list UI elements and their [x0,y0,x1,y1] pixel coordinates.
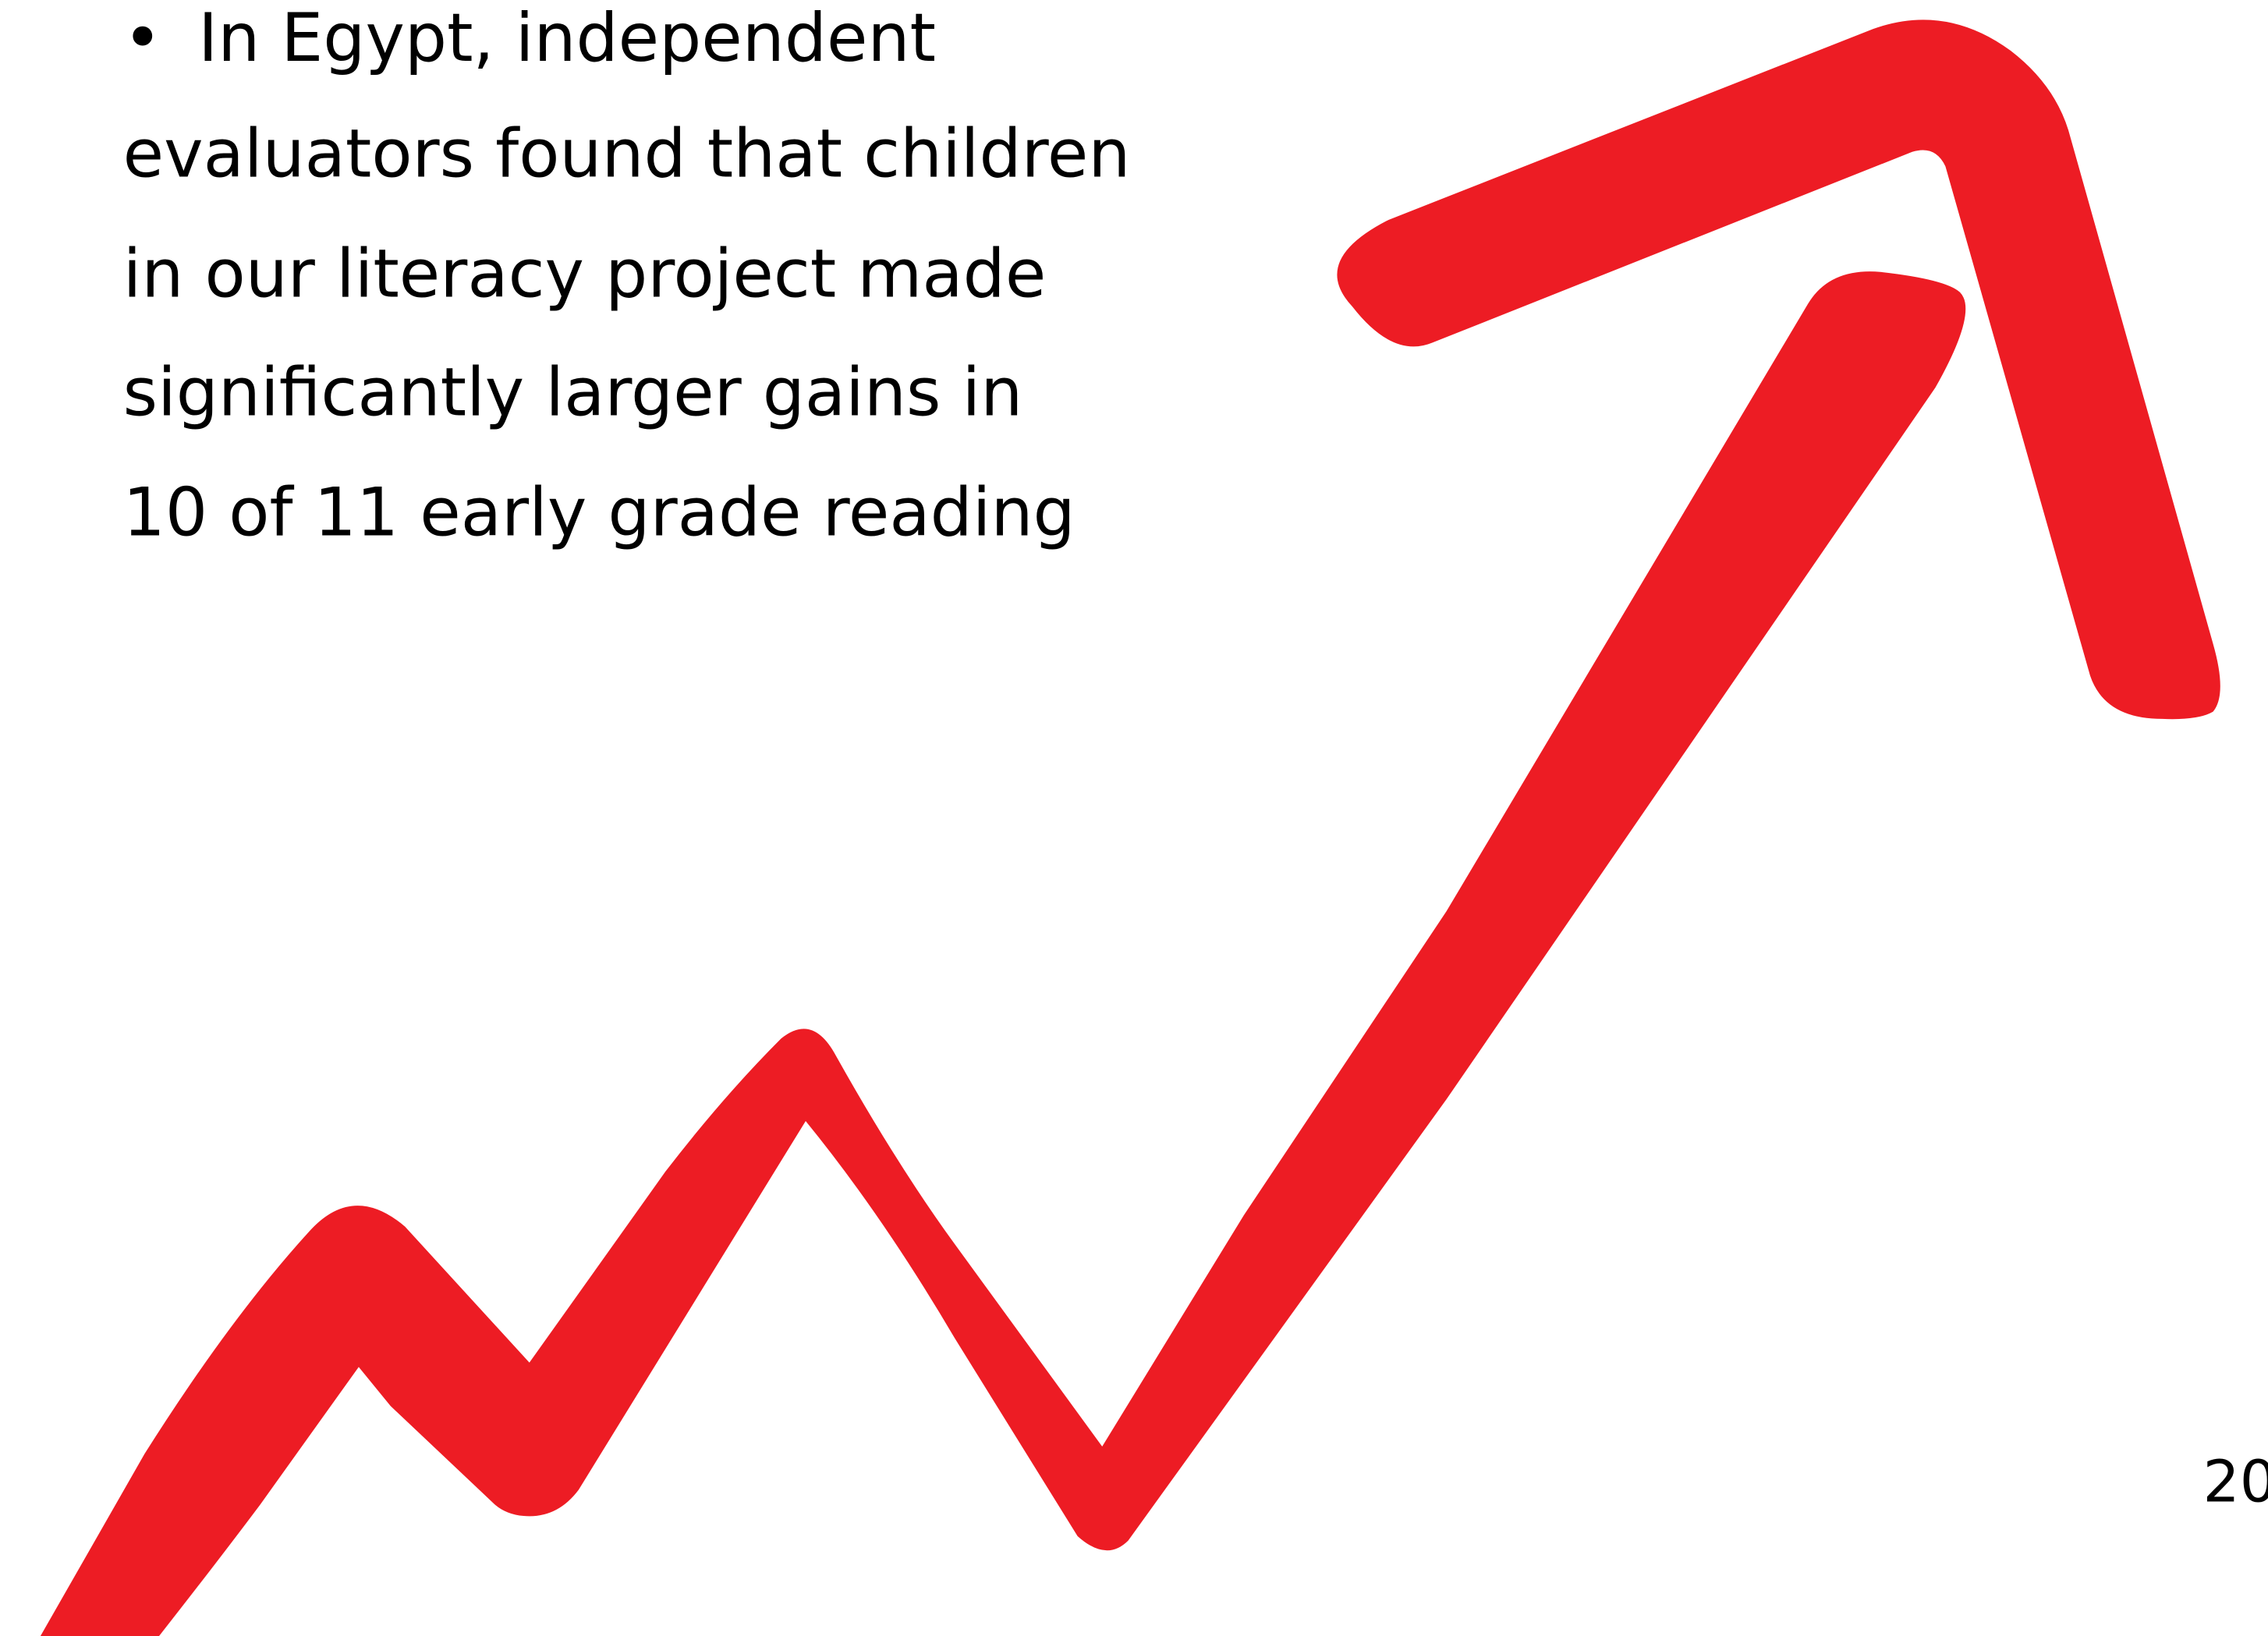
page-number: 20 [2203,1448,2268,1515]
text-line: in our literacy project made [123,235,1047,313]
slide: • In Egypt, independent evaluators found … [0,0,2268,1636]
bullet-symbol: • [123,0,162,77]
bullet-text: In Egypt, independent evaluators found th… [123,0,1131,551]
text-line: 10 of 11 early grade reading [123,474,1076,551]
page: {"slide": {"bullet": {"lines": ["In Egyp… [0,0,2268,1636]
text-line: significantly larger gains in [123,354,1023,431]
text-line: In Egypt, independent [198,0,936,77]
text-line: evaluators found that children [123,115,1131,193]
